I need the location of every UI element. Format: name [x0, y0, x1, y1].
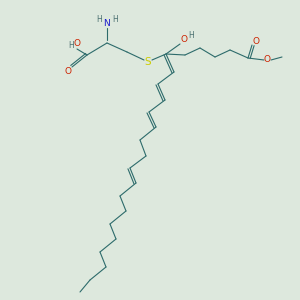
Text: O: O: [253, 38, 260, 46]
Text: O: O: [181, 35, 188, 44]
Text: H: H: [68, 40, 74, 50]
Text: S: S: [145, 57, 151, 67]
Text: O: O: [74, 40, 80, 49]
Text: N: N: [103, 20, 110, 28]
Text: O: O: [64, 67, 71, 76]
Text: O: O: [263, 56, 271, 64]
Text: H: H: [188, 32, 194, 40]
Text: H: H: [112, 14, 118, 23]
Text: H: H: [96, 14, 102, 23]
